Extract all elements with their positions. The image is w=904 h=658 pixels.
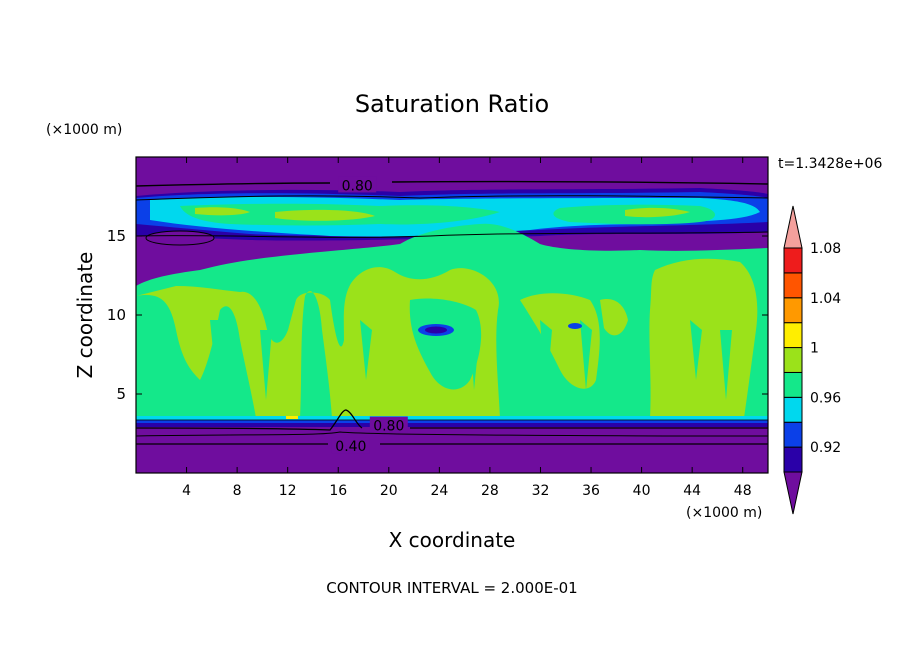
x-tick-label: 36 — [582, 483, 600, 499]
colorbar-tick-label: 1.04 — [810, 291, 841, 307]
y-tick-label: 10 — [107, 306, 126, 324]
dry-pocket-2 — [568, 323, 582, 329]
colorbar-max-triangle — [783, 205, 803, 249]
contour-label-bg — [331, 437, 370, 454]
colorbar-segment — [783, 347, 803, 373]
bl-band-blue — [136, 420, 768, 424]
y-axis-ticks: 5 10 15 — [107, 227, 768, 403]
colorbar-segment — [783, 371, 803, 398]
x-tick-label: 32 — [532, 483, 550, 499]
bl-band-cyan — [136, 416, 768, 421]
x-tick-label: 44 — [683, 483, 701, 499]
y-unit-label: (×1000 m) — [46, 122, 122, 138]
colorbar-segment — [783, 247, 803, 274]
colorbar-segment — [783, 446, 803, 473]
colorbar-tick-label: 1.08 — [810, 241, 841, 257]
colorbar-tick-label: 1 — [810, 341, 819, 357]
dry-pocket-inner — [425, 326, 447, 334]
colorbar-min-triangle — [783, 471, 803, 515]
x-axis-label: X coordinate — [389, 528, 516, 552]
y-tick-label: 15 — [107, 227, 126, 245]
contour-label: 0.80 — [342, 178, 373, 194]
contour-label-bg — [369, 416, 408, 433]
x-axis-ticks: 4 8 12 16 20 24 28 32 36 40 44 48 — [182, 157, 752, 499]
contour-field — [136, 157, 768, 473]
time-label: t=1.3428e+06 — [778, 156, 882, 172]
anvil-patch-1 — [195, 207, 690, 221]
chart-title: Saturation Ratio — [355, 90, 549, 118]
troposphere-lime — [136, 258, 758, 418]
contour-interval-label: CONTOUR INTERVAL = 2.000E-01 — [326, 579, 577, 597]
bl-band-dark — [136, 423, 768, 427]
x-tick-label: 48 — [734, 483, 752, 499]
x-unit-label: (×1000 m) — [686, 505, 762, 521]
anvil-dry-pocket — [145, 230, 215, 246]
x-tick-label: 16 — [329, 483, 347, 499]
x-tick-label: 8 — [233, 483, 242, 499]
y-axis-label: Z coordinate — [73, 252, 97, 379]
colorbar-segment — [783, 421, 803, 448]
contour-line-080-top — [136, 180, 768, 187]
contour-line-anvil — [136, 195, 768, 238]
colorbar-segment — [783, 272, 803, 299]
green-streaks — [210, 320, 732, 400]
x-tick-label: 24 — [430, 483, 448, 499]
contour-line-mid — [136, 431, 768, 437]
colorbar-segment — [783, 396, 803, 423]
bl-yellow-patch — [286, 416, 298, 419]
x-tick-label: 20 — [380, 483, 398, 499]
x-tick-label: 12 — [279, 483, 297, 499]
contour-labels: 0.80 0.80 0.40 — [331, 176, 408, 455]
x-tick-label: 40 — [633, 483, 651, 499]
x-tick-label: 4 — [182, 483, 191, 499]
colorbar-segment — [783, 297, 803, 324]
y-tick-label: 5 — [116, 385, 126, 403]
colorbar: 0.92 0.96 1 1.04 1.08 — [783, 205, 841, 515]
contour-label-bg — [338, 176, 377, 193]
colorbar-segment — [783, 322, 803, 349]
contour-label: 0.40 — [335, 439, 366, 455]
contour-line-080-bottom — [136, 409, 768, 431]
contour-label: 0.80 — [373, 419, 404, 435]
colorbar-tick-label: 0.92 — [810, 440, 841, 456]
colorbar-tick-label: 0.96 — [810, 390, 841, 406]
x-tick-label: 28 — [481, 483, 499, 499]
